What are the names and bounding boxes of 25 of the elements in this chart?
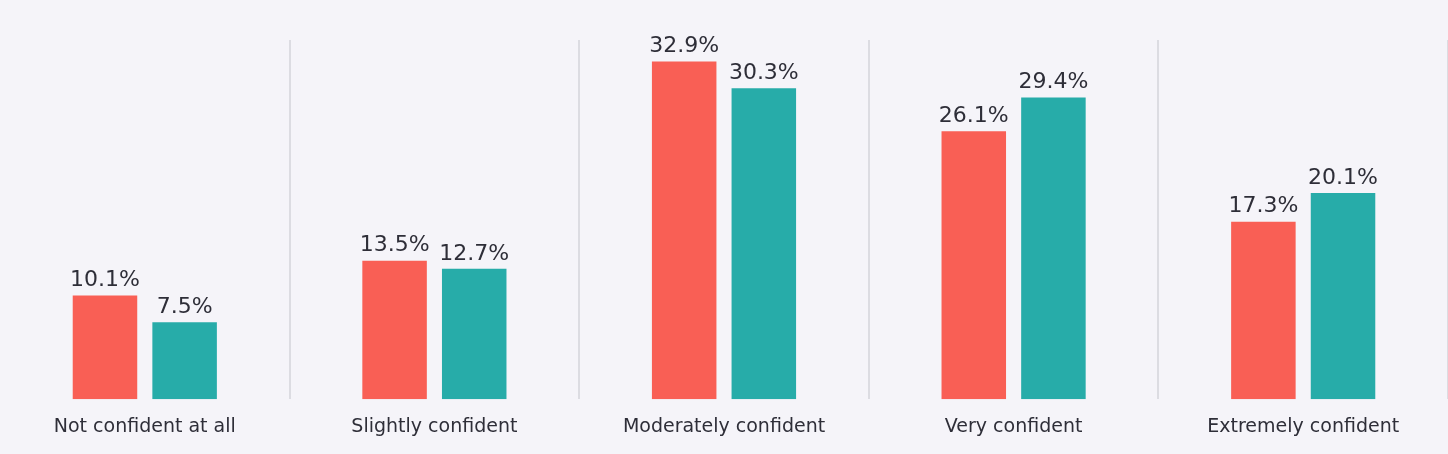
data-label: 10.1%	[70, 266, 140, 292]
bar	[1231, 221, 1296, 400]
bar	[1310, 192, 1376, 400]
data-label: 29.4%	[1018, 68, 1089, 94]
x-tick-label: Moderately confident	[622, 413, 826, 436]
bar	[651, 61, 717, 400]
x-tick-label: Slightly confident	[351, 413, 518, 436]
data-label: 13.5%	[359, 231, 430, 257]
bar	[152, 322, 217, 400]
x-tick-label: Extremely confident	[1207, 413, 1400, 436]
bar	[731, 88, 797, 400]
bar	[941, 131, 1007, 400]
x-tick-label: Not confident at all	[53, 413, 236, 436]
bar	[72, 295, 138, 400]
bar	[1021, 97, 1086, 400]
data-label: 20.1%	[1308, 163, 1378, 189]
data-label: 30.3%	[728, 58, 799, 84]
data-label: 17.3%	[1228, 192, 1299, 218]
bar	[362, 260, 427, 400]
data-label: 12.7%	[439, 239, 510, 265]
bar	[441, 268, 507, 400]
data-label: 26.1%	[938, 102, 1009, 128]
data-label: 32.9%	[649, 32, 720, 58]
x-tick-label: Very confident	[944, 413, 1083, 436]
data-label: 7.5%	[156, 292, 213, 318]
